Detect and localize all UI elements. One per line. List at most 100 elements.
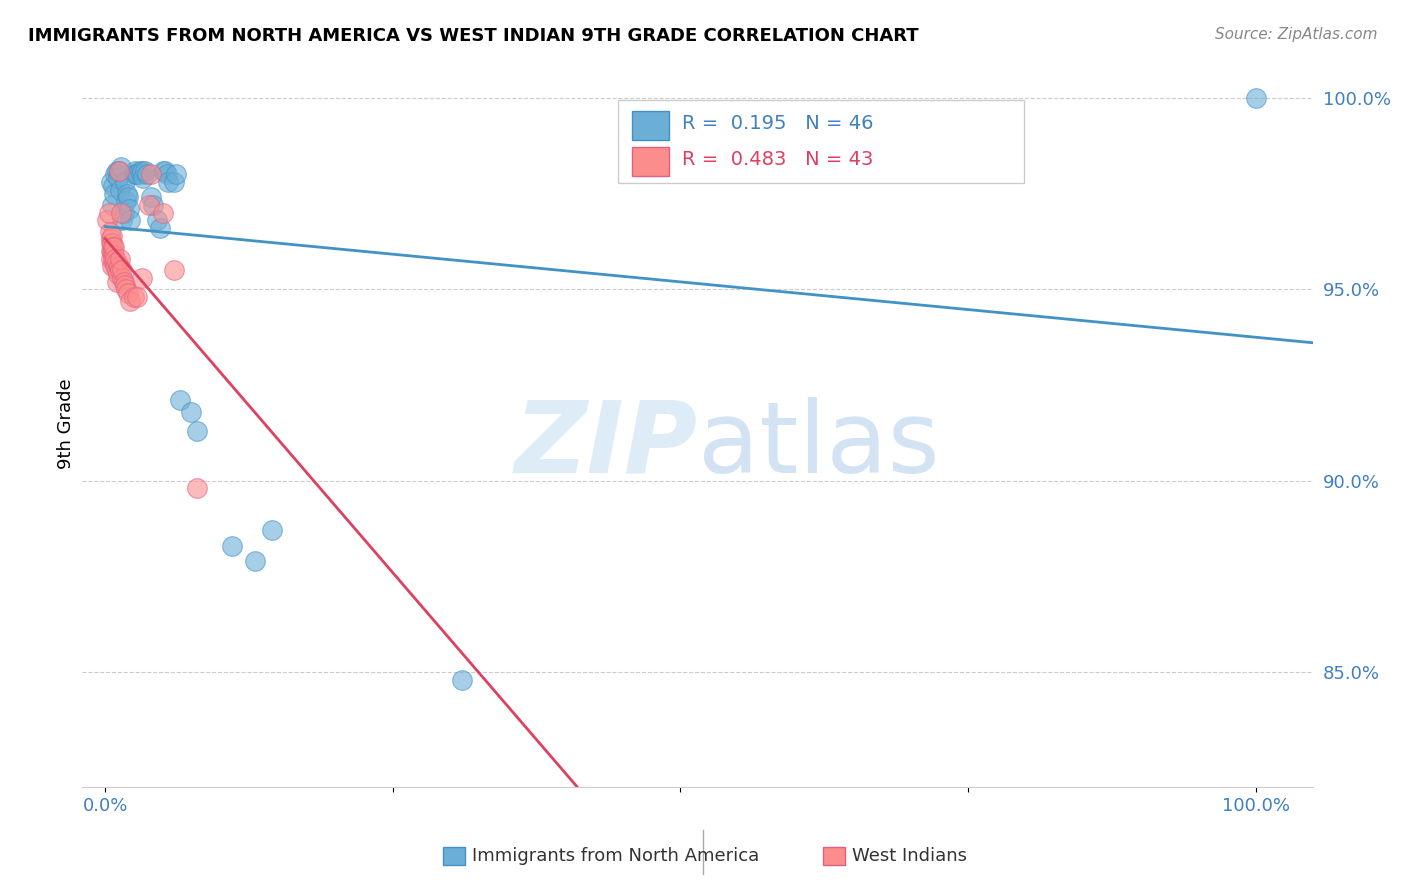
Point: [101, 228, 124, 243]
Text: Immigrants from North America: Immigrants from North America: [472, 847, 759, 865]
Point: [103, 252, 125, 266]
Point: [129, 168, 152, 182]
Point: [450, 673, 472, 687]
Point: [111, 213, 134, 227]
Point: [101, 198, 124, 212]
Point: [118, 202, 141, 216]
Text: ZIP: ZIP: [515, 397, 697, 493]
Point: [120, 293, 142, 308]
Point: [100, 252, 122, 266]
Point: [117, 286, 139, 301]
Point: [186, 481, 208, 495]
Y-axis label: 9th Grade: 9th Grade: [58, 378, 75, 468]
Point: [141, 168, 163, 182]
Point: [117, 190, 139, 204]
Point: [146, 213, 169, 227]
Point: [169, 393, 191, 408]
Point: [124, 163, 146, 178]
Point: [221, 539, 243, 553]
Point: [134, 163, 156, 178]
Point: [163, 175, 186, 189]
Point: [108, 263, 131, 277]
Text: R =  0.195   N = 46: R = 0.195 N = 46: [682, 114, 873, 133]
Point: [114, 278, 136, 293]
Bar: [633, 111, 669, 139]
Point: [108, 163, 131, 178]
Point: [149, 221, 172, 235]
Point: [152, 163, 174, 178]
Point: [243, 554, 266, 568]
Point: [107, 171, 129, 186]
Point: [105, 163, 128, 178]
Point: [120, 213, 142, 227]
Point: [111, 263, 134, 277]
Point: [103, 248, 125, 262]
Point: [122, 168, 145, 182]
Point: [104, 252, 127, 266]
Point: [135, 168, 157, 182]
Point: [131, 163, 153, 178]
Point: [100, 244, 122, 258]
Point: [108, 163, 131, 178]
Point: [105, 275, 128, 289]
Point: [103, 255, 125, 269]
Point: [115, 186, 138, 201]
Text: IMMIGRANTS FROM NORTH AMERICA VS WEST INDIAN 9TH GRADE CORRELATION CHART: IMMIGRANTS FROM NORTH AMERICA VS WEST IN…: [28, 27, 918, 45]
Point: [110, 160, 132, 174]
Point: [101, 244, 124, 258]
Point: [115, 282, 138, 296]
Text: Source: ZipAtlas.com: Source: ZipAtlas.com: [1215, 27, 1378, 42]
Point: [97, 205, 120, 219]
Point: [186, 424, 208, 438]
Text: R =  0.483   N = 43: R = 0.483 N = 43: [682, 151, 873, 169]
Point: [260, 524, 283, 538]
Point: [112, 205, 135, 219]
Point: [131, 270, 153, 285]
Text: West Indians: West Indians: [852, 847, 967, 865]
Bar: [633, 147, 669, 176]
Point: [98, 225, 121, 239]
Point: [108, 252, 131, 266]
Point: [114, 175, 136, 189]
Point: [105, 263, 128, 277]
Point: [156, 168, 179, 182]
Point: [111, 270, 134, 285]
Point: [105, 255, 128, 269]
Point: [127, 168, 149, 182]
Point: [104, 260, 127, 274]
Point: [141, 190, 163, 204]
Point: [100, 175, 122, 189]
Point: [125, 168, 148, 182]
Point: [103, 240, 125, 254]
Point: [107, 267, 129, 281]
Point: [101, 260, 124, 274]
Point: [127, 290, 149, 304]
Point: [112, 275, 135, 289]
Point: [132, 171, 155, 186]
Point: [108, 260, 131, 274]
Point: [152, 205, 174, 219]
Point: [128, 163, 150, 178]
Point: [100, 236, 122, 251]
Point: [163, 263, 186, 277]
Point: [96, 213, 118, 227]
Point: [122, 290, 145, 304]
Point: [153, 163, 176, 178]
FancyBboxPatch shape: [617, 100, 1024, 183]
Point: [180, 405, 202, 419]
Point: [1244, 91, 1267, 105]
Point: [142, 198, 165, 212]
Text: atlas: atlas: [697, 397, 939, 493]
Point: [104, 168, 127, 182]
Point: [108, 183, 131, 197]
Point: [103, 240, 125, 254]
Point: [110, 205, 132, 219]
Point: [157, 175, 180, 189]
Point: [103, 186, 125, 201]
Point: [166, 168, 188, 182]
Point: [101, 236, 124, 251]
Point: [138, 198, 160, 212]
Point: [100, 232, 122, 246]
Point: [103, 244, 125, 258]
Point: [115, 194, 138, 209]
